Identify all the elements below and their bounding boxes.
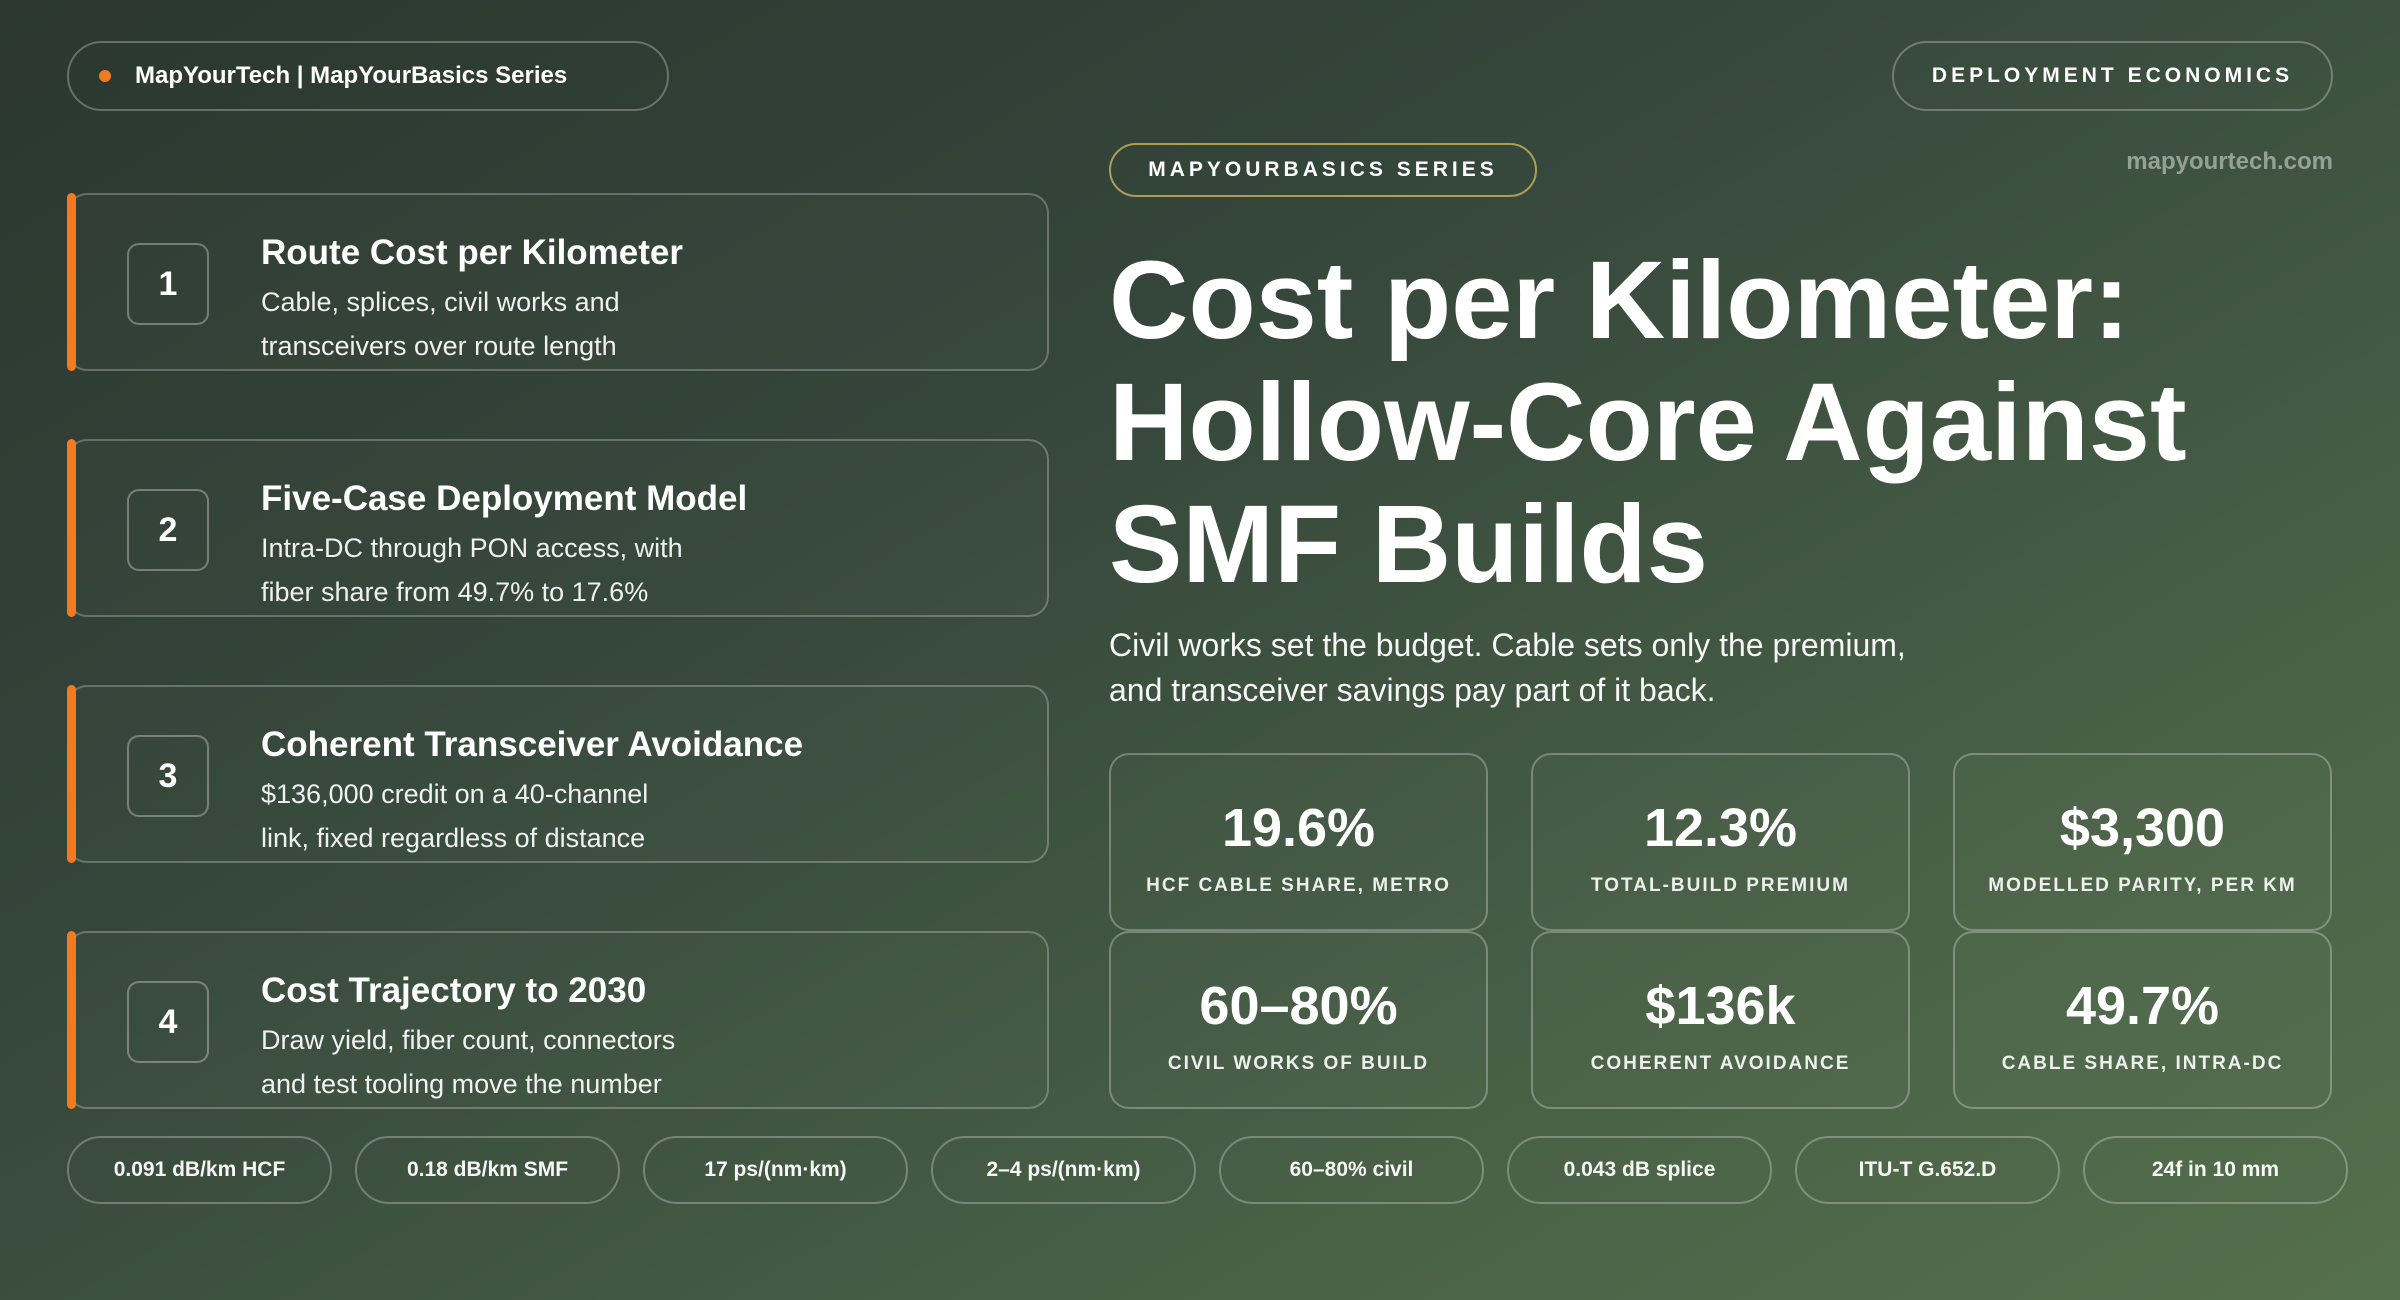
stat-value: 49.7%	[2065, 976, 2220, 1036]
spec-chip: ITU-T G.652.D	[1795, 1136, 2060, 1204]
stat-tile: 12.3% TOTAL-BUILD PREMIUM	[1531, 753, 1910, 931]
topic-card-3: 3 Coherent Transceiver Avoidance $136,00…	[67, 685, 1049, 863]
topic-card-2: 2 Five-Case Deployment Model Intra-DC th…	[67, 439, 1049, 617]
card-number: 4	[127, 981, 209, 1063]
card-accent-bar	[67, 685, 76, 863]
spec-chip: 0.043 dB splice	[1507, 1136, 1772, 1204]
spec-chip: 0.18 dB/km SMF	[355, 1136, 620, 1204]
stat-tile: $136k COHERENT AVOIDANCE	[1531, 931, 1910, 1109]
brand-pill: MapYourTech | MapYourBasics Series	[67, 41, 669, 111]
brand-dot-icon	[99, 70, 111, 82]
series-pill: MAPYOURBASICS SERIES	[1109, 143, 1537, 197]
card-number: 2	[127, 489, 209, 571]
subtitle: Civil works set the budget. Cable sets o…	[1109, 623, 1969, 713]
card-accent-bar	[67, 439, 76, 617]
card-title: Five-Case Deployment Model	[261, 479, 748, 518]
card-description: Draw yield, fiber count, connectors and …	[261, 1018, 781, 1106]
main-title-line: SMF Builds	[1109, 483, 1708, 606]
card-description: Cable, splices, civil works and transcei…	[261, 280, 781, 368]
card-number: 1	[127, 243, 209, 325]
site-url: mapyourtech.com	[2126, 148, 2333, 175]
stat-value: $3,300	[2059, 798, 2226, 858]
card-description-line: transceivers over route length	[261, 331, 617, 361]
spec-chip: 2–4 ps/(nm·km)	[931, 1136, 1196, 1204]
stat-tile: 49.7% CABLE SHARE, INTRA-DC	[1953, 931, 2332, 1109]
spec-chip: 0.091 dB/km HCF	[67, 1136, 332, 1204]
stat-label: TOTAL-BUILD PREMIUM	[1591, 875, 1850, 896]
stat-tile: 60–80% CIVIL WORKS OF BUILD	[1109, 931, 1488, 1109]
subtitle-line: Civil works set the budget. Cable sets o…	[1109, 627, 1906, 663]
spec-chip: 17 ps/(nm·km)	[643, 1136, 908, 1204]
main-title: Cost per Kilometer: Hollow-Core Against …	[1109, 240, 2349, 606]
topic-card-1: 1 Route Cost per Kilometer Cable, splice…	[67, 193, 1049, 371]
card-description-line: and test tooling move the number	[261, 1069, 662, 1099]
card-description-line: Cable, splices, civil works and	[261, 287, 620, 317]
stat-label: CIVIL WORKS OF BUILD	[1167, 1053, 1430, 1074]
stat-tile: $3,300 MODELLED PARITY, PER KM	[1953, 753, 2332, 931]
stat-label: HCF CABLE SHARE, METRO	[1146, 875, 1451, 896]
topic-card-4: 4 Cost Trajectory to 2030 Draw yield, fi…	[67, 931, 1049, 1109]
card-description-line: Draw yield, fiber count, connectors	[261, 1025, 676, 1055]
card-description: $136,000 credit on a 40-channel link, fi…	[261, 772, 781, 860]
card-description-line: $136,000 credit on a 40-channel	[261, 779, 649, 809]
spec-chip: 60–80% civil	[1219, 1136, 1484, 1204]
brand-text: MapYourTech | MapYourBasics Series	[135, 62, 568, 89]
card-description-line: fiber share from 49.7% to 17.6%	[261, 577, 649, 607]
card-accent-bar	[67, 931, 76, 1109]
stat-value: 19.6%	[1221, 798, 1376, 858]
stat-value: $136k	[1645, 976, 1796, 1036]
spec-chip: 24f in 10 mm	[2083, 1136, 2348, 1204]
stat-label: MODELLED PARITY, PER KM	[1988, 875, 2297, 896]
stat-tile: 19.6% HCF CABLE SHARE, METRO	[1109, 753, 1488, 931]
card-title: Cost Trajectory to 2030	[261, 971, 647, 1010]
card-title: Coherent Transceiver Avoidance	[261, 725, 804, 764]
subtitle-line: and transceiver savings pay part of it b…	[1109, 672, 1716, 708]
main-title-line: Cost per Kilometer:	[1109, 239, 2130, 362]
stat-value: 60–80%	[1199, 976, 1398, 1036]
stat-label: COHERENT AVOIDANCE	[1590, 1053, 1851, 1074]
card-description: Intra-DC through PON access, with fiber …	[261, 526, 781, 614]
card-number: 3	[127, 735, 209, 817]
main-title-line: Hollow-Core Against	[1109, 361, 2187, 484]
card-description-line: link, fixed regardless of distance	[261, 823, 646, 853]
card-description-line: Intra-DC through PON access, with	[261, 533, 683, 563]
stat-label: CABLE SHARE, INTRA-DC	[2001, 1053, 2284, 1074]
stat-value: 12.3%	[1643, 798, 1798, 858]
card-title: Route Cost per Kilometer	[261, 233, 683, 272]
topic-pill: DEPLOYMENT ECONOMICS	[1892, 41, 2333, 111]
card-accent-bar	[67, 193, 76, 371]
